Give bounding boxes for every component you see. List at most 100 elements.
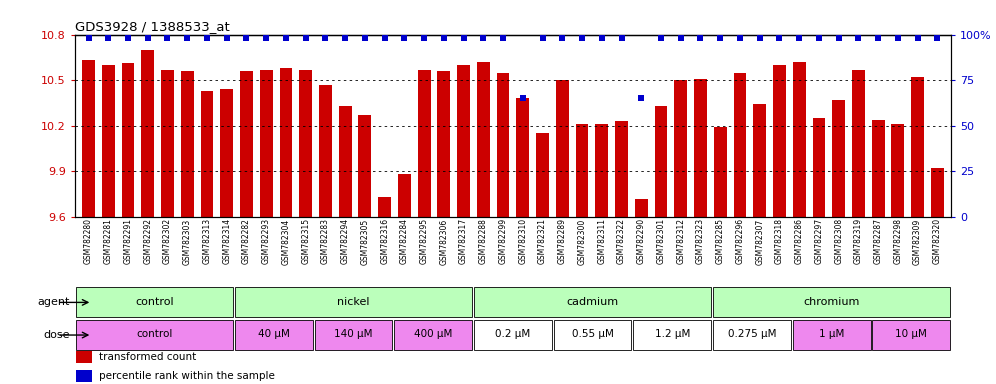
Bar	[76, 287, 233, 318]
Bar	[714, 127, 727, 217]
Text: GSM782309: GSM782309	[913, 218, 922, 265]
Text: nickel: nickel	[338, 297, 370, 307]
Text: GSM782318: GSM782318	[775, 218, 784, 264]
Bar	[417, 70, 430, 217]
Bar	[474, 287, 711, 318]
Text: GSM782306: GSM782306	[439, 218, 448, 265]
Text: 400 μM: 400 μM	[414, 329, 452, 339]
Text: 0.55 μM: 0.55 μM	[572, 329, 614, 339]
Text: transformed count: transformed count	[100, 352, 196, 362]
Bar	[793, 62, 806, 217]
Text: GSM782294: GSM782294	[341, 218, 350, 265]
Bar	[200, 91, 213, 217]
Bar	[477, 62, 490, 217]
Text: GSM782316: GSM782316	[380, 218, 389, 265]
Text: control: control	[136, 329, 172, 339]
Bar	[394, 320, 472, 350]
Bar	[102, 65, 115, 217]
Text: GSM782321: GSM782321	[538, 218, 547, 264]
Bar	[378, 197, 391, 217]
Text: GSM782300: GSM782300	[578, 218, 587, 265]
Bar	[398, 174, 410, 217]
Text: GSM782317: GSM782317	[459, 218, 468, 265]
Bar	[77, 350, 93, 363]
Bar	[713, 287, 950, 318]
Text: GSM782283: GSM782283	[321, 218, 330, 264]
Bar	[76, 320, 233, 350]
Text: percentile rank within the sample: percentile rank within the sample	[100, 371, 275, 381]
Bar	[813, 118, 826, 217]
Text: GSM782312: GSM782312	[676, 218, 685, 264]
Text: GSM782287: GSM782287	[873, 218, 882, 264]
Text: 0.2 μM: 0.2 μM	[495, 329, 531, 339]
Text: 10 μM: 10 μM	[895, 329, 927, 339]
Text: GSM782315: GSM782315	[301, 218, 310, 265]
Bar	[516, 98, 529, 217]
Bar	[315, 320, 392, 350]
Text: control: control	[135, 297, 173, 307]
Bar	[260, 70, 273, 217]
Bar	[240, 71, 253, 217]
Text: GSM782297: GSM782297	[815, 218, 824, 265]
Bar	[319, 85, 332, 217]
Bar	[833, 100, 845, 217]
Bar	[457, 65, 470, 217]
Bar	[497, 73, 510, 217]
Bar	[235, 287, 472, 318]
Text: 1 μM: 1 μM	[819, 329, 845, 339]
Text: agent: agent	[37, 297, 70, 308]
Bar	[773, 65, 786, 217]
Text: GSM782290: GSM782290	[636, 218, 645, 265]
Bar	[161, 70, 174, 217]
Text: GSM782302: GSM782302	[163, 218, 172, 265]
Text: 140 μM: 140 μM	[335, 329, 373, 339]
Bar	[141, 50, 154, 217]
Text: GSM782319: GSM782319	[854, 218, 863, 265]
Text: GSM782293: GSM782293	[262, 218, 271, 265]
Bar	[77, 370, 93, 382]
Bar	[633, 320, 711, 350]
Text: GSM782282: GSM782282	[242, 218, 251, 264]
Bar	[437, 71, 450, 217]
Bar	[554, 320, 631, 350]
Bar	[753, 104, 766, 217]
Text: GSM782295: GSM782295	[419, 218, 428, 265]
Bar	[713, 320, 791, 350]
Text: GSM782308: GSM782308	[835, 218, 844, 265]
Text: GSM782310: GSM782310	[518, 218, 527, 265]
Text: GSM782285: GSM782285	[716, 218, 725, 264]
Bar	[852, 70, 865, 217]
Text: GSM782313: GSM782313	[202, 218, 211, 265]
Text: GSM782292: GSM782292	[143, 218, 152, 264]
Bar	[299, 70, 312, 217]
Text: 40 μM: 40 μM	[258, 329, 290, 339]
Text: GSM782281: GSM782281	[104, 218, 113, 264]
Bar	[674, 80, 687, 217]
Bar	[359, 115, 372, 217]
Text: GSM782314: GSM782314	[222, 218, 231, 265]
Bar	[891, 124, 904, 217]
Bar	[694, 79, 707, 217]
Bar	[181, 71, 193, 217]
Text: GSM782291: GSM782291	[124, 218, 132, 264]
Bar	[122, 63, 134, 217]
Text: GSM782301: GSM782301	[656, 218, 665, 265]
Bar	[280, 68, 293, 217]
Bar	[911, 77, 924, 217]
Text: GSM782289: GSM782289	[558, 218, 567, 264]
Text: GDS3928 / 1388533_at: GDS3928 / 1388533_at	[75, 20, 229, 33]
Text: GSM782323: GSM782323	[696, 218, 705, 265]
Bar	[733, 73, 746, 217]
Bar	[872, 320, 950, 350]
Bar	[793, 320, 871, 350]
Text: GSM782320: GSM782320	[933, 218, 942, 265]
Bar	[576, 124, 589, 217]
Text: GSM782298: GSM782298	[893, 218, 902, 264]
Bar	[339, 106, 352, 217]
Text: GSM782296: GSM782296	[735, 218, 744, 265]
Bar	[596, 124, 609, 217]
Bar	[235, 320, 313, 350]
Text: GSM782305: GSM782305	[361, 218, 370, 265]
Text: chromium: chromium	[804, 297, 860, 307]
Text: 1.2 μM: 1.2 μM	[654, 329, 690, 339]
